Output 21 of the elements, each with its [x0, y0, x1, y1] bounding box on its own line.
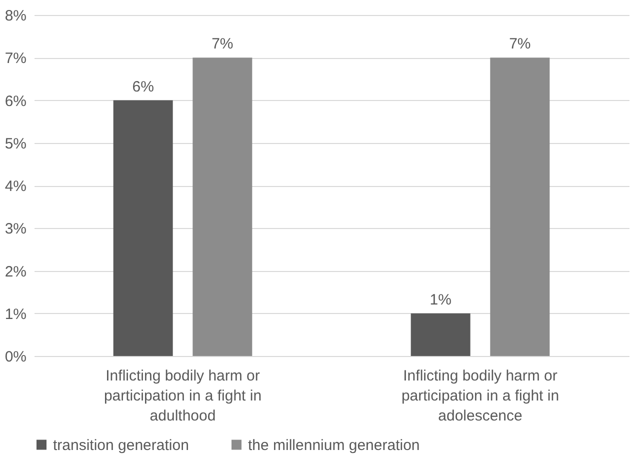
x-tick-label: Inflicting bodily harm or participation in a fight in adulthood [104, 368, 262, 424]
legend-label: transition generation [53, 436, 189, 454]
data-label: 7% [509, 36, 531, 53]
bar [490, 58, 550, 356]
y-tick-label: 8% [4, 8, 26, 24]
y-tick-label: 0% [4, 348, 26, 366]
bar [192, 58, 252, 356]
y-tick-label: 5% [4, 135, 26, 152]
x-tick-label: Inflicting bodily harm or participation in a fight in adolescence [401, 368, 560, 424]
y-tick-label: 3% [4, 220, 26, 238]
y-tick-label: 7% [4, 50, 26, 68]
y-tick-label: 2% [4, 263, 26, 280]
y-tick-label: 1% [4, 306, 26, 323]
bar [410, 313, 470, 356]
data-label: 6% [132, 78, 154, 96]
legend-label: the millennium generation [248, 436, 420, 454]
data-label: 7% [212, 36, 234, 53]
y-tick-label: 4% [4, 178, 26, 195]
data-label: 1% [430, 291, 452, 308]
y-tick-label: 6% [4, 92, 26, 110]
bar [113, 100, 173, 356]
